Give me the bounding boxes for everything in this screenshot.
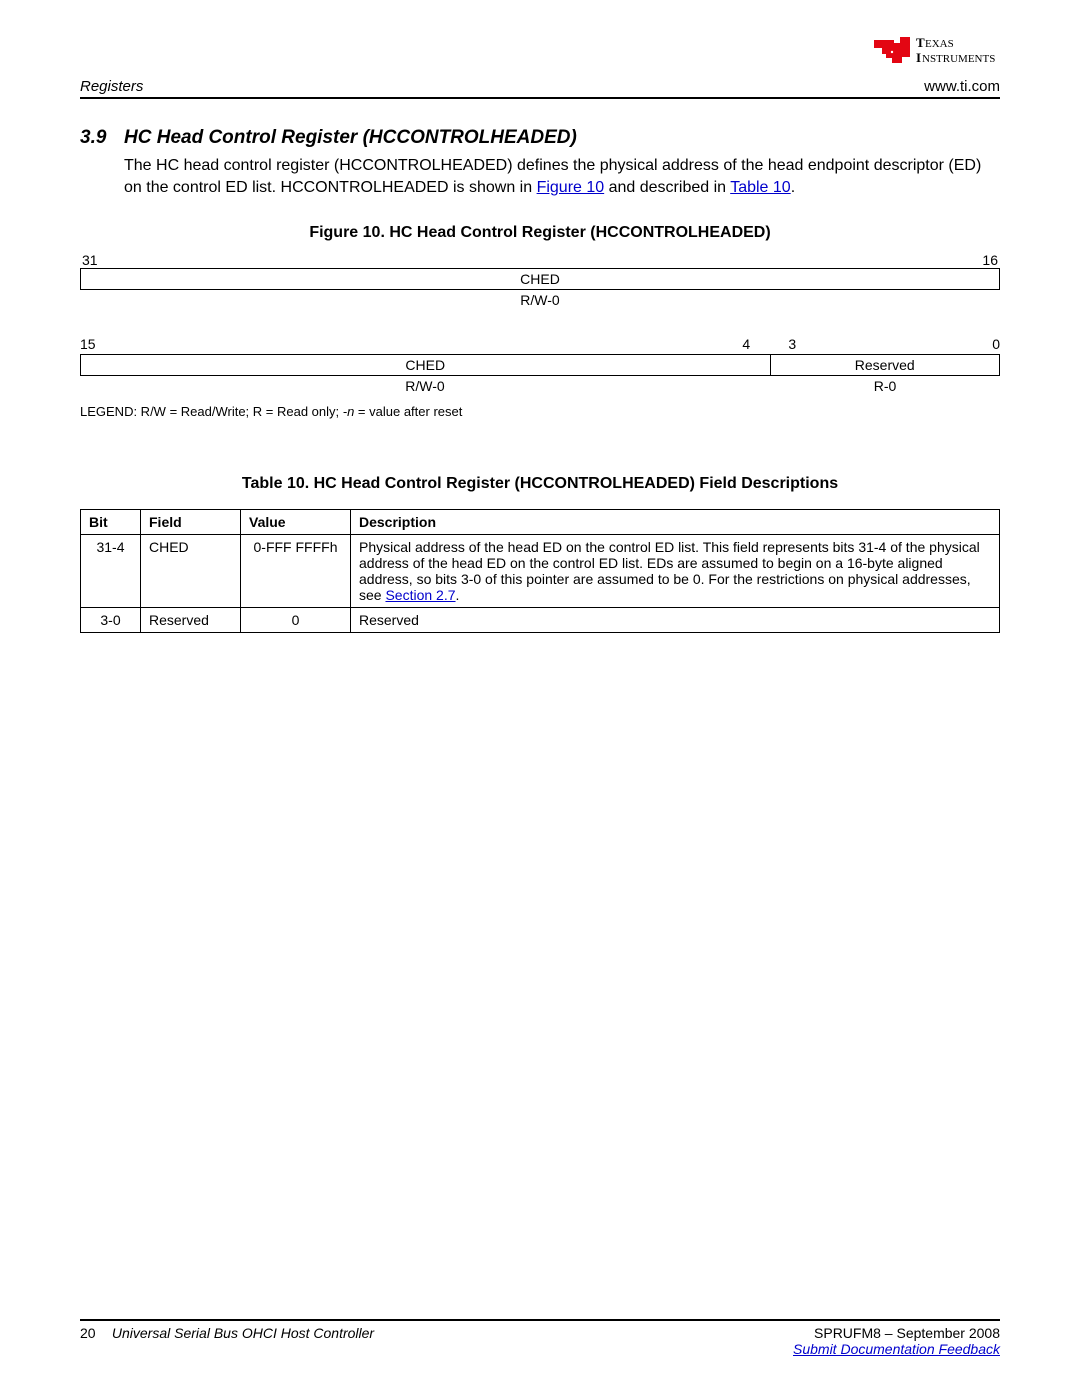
register-row-low: 15 4 3 0 CHED Reserved R/W-0 R-0 LEGEND:… bbox=[80, 336, 1000, 419]
field-row-high: CHED bbox=[80, 268, 1000, 290]
legend-post: = value after reset bbox=[354, 404, 462, 419]
section-title: HC Head Control Register (HCCONTROLHEADE… bbox=[124, 127, 577, 148]
svg-text:T: T bbox=[916, 35, 925, 50]
th-value: Value bbox=[241, 510, 351, 535]
footer-row-2: Submit Documentation Feedback bbox=[80, 1341, 1000, 1357]
table-caption: Table 10. HC Head Control Register (HCCO… bbox=[80, 475, 1000, 493]
doc-title: Universal Serial Bus OHCI Host Controlle… bbox=[112, 1325, 374, 1341]
access-ched-low: R/W-0 bbox=[80, 376, 770, 396]
bit-0: 0 bbox=[992, 336, 1000, 352]
body-post: . bbox=[791, 179, 795, 196]
header-right: www.ti.com bbox=[924, 78, 1000, 95]
td-field: Reserved bbox=[141, 608, 241, 633]
register-row-high: 31 16 CHED R/W-0 bbox=[80, 252, 1000, 310]
logo-row: T EXAS I NSTRUMENTS bbox=[80, 30, 1000, 70]
section-heading: 3.9HC Head Control Register (HCCONTROLHE… bbox=[80, 127, 1000, 149]
td-value: 0-FFF FFFFh bbox=[241, 535, 351, 608]
td-bit: 31-4 bbox=[81, 535, 141, 608]
table-link[interactable]: Table 10 bbox=[730, 179, 791, 196]
footer-left: 20 Universal Serial Bus OHCI Host Contro… bbox=[80, 1325, 374, 1341]
td-value: 0 bbox=[241, 608, 351, 633]
bit-15: 15 bbox=[80, 336, 96, 352]
header-left: Registers bbox=[80, 78, 143, 95]
access-row-high: R/W-0 bbox=[80, 290, 1000, 310]
svg-text:NSTRUMENTS: NSTRUMENTS bbox=[922, 53, 995, 65]
figure-link[interactable]: Figure 10 bbox=[537, 179, 605, 196]
th-bit: Bit bbox=[81, 510, 141, 535]
bit-labels-high: 31 16 bbox=[80, 252, 1000, 268]
field-description-table: Bit Field Value Description 31-4 CHED 0-… bbox=[80, 509, 1000, 633]
svg-text:EXAS: EXAS bbox=[925, 38, 954, 50]
bit-4: 4 bbox=[742, 336, 750, 352]
page-header: Registers www.ti.com bbox=[80, 78, 1000, 99]
table-row: 31-4 CHED 0-FFF FFFFh Physical address o… bbox=[81, 535, 1000, 608]
page-footer: 20 Universal Serial Bus OHCI Host Contro… bbox=[80, 1319, 1000, 1357]
bit-3: 3 bbox=[788, 336, 796, 352]
spacer bbox=[80, 445, 1000, 475]
legend-italic: -n bbox=[343, 404, 355, 419]
th-field: Field bbox=[141, 510, 241, 535]
body-mid: and described in bbox=[604, 179, 730, 196]
table-row: 3-0 Reserved 0 Reserved bbox=[81, 608, 1000, 633]
bit-labels-low: 15 4 3 0 bbox=[80, 336, 1000, 354]
legend-pre: LEGEND: R/W = Read/Write; R = Read only; bbox=[80, 404, 343, 419]
svg-text:I: I bbox=[916, 50, 921, 65]
th-description: Description bbox=[351, 510, 1000, 535]
access-ched-high: R/W-0 bbox=[80, 290, 1000, 310]
access-row-low: R/W-0 R-0 bbox=[80, 376, 1000, 396]
field-reserved: Reserved bbox=[770, 355, 1000, 375]
legend: LEGEND: R/W = Read/Write; R = Read only;… bbox=[80, 404, 1000, 419]
td-description: Physical address of the head ED on the c… bbox=[351, 535, 1000, 608]
desc-post: . bbox=[456, 587, 460, 603]
desc-pre: Reserved bbox=[359, 612, 419, 628]
footer-row-1: 20 Universal Serial Bus OHCI Host Contro… bbox=[80, 1325, 1000, 1341]
td-bit: 3-0 bbox=[81, 608, 141, 633]
bit-31: 31 bbox=[82, 252, 98, 268]
bit-16: 16 bbox=[982, 252, 998, 268]
field-row-low: CHED Reserved bbox=[80, 354, 1000, 376]
feedback-link[interactable]: Submit Documentation Feedback bbox=[793, 1341, 1000, 1357]
table-header-row: Bit Field Value Description bbox=[81, 510, 1000, 535]
page-container: T EXAS I NSTRUMENTS Registers www.ti.com… bbox=[0, 0, 1080, 1397]
section-link[interactable]: Section 2.7 bbox=[385, 587, 455, 603]
field-ched-high: CHED bbox=[81, 269, 999, 289]
field-ched-low: CHED bbox=[81, 355, 770, 375]
ti-logo: T EXAS I NSTRUMENTS bbox=[870, 30, 1000, 70]
td-field: CHED bbox=[141, 535, 241, 608]
doc-code: SPRUFM8 – September 2008 bbox=[814, 1325, 1000, 1341]
td-description: Reserved bbox=[351, 608, 1000, 633]
access-reserved: R-0 bbox=[770, 376, 1000, 396]
figure-caption: Figure 10. HC Head Control Register (HCC… bbox=[80, 224, 1000, 242]
section-body: The HC head control register (HCCONTROLH… bbox=[124, 155, 1000, 198]
section-number: 3.9 bbox=[80, 127, 124, 149]
page-number: 20 bbox=[80, 1325, 108, 1341]
